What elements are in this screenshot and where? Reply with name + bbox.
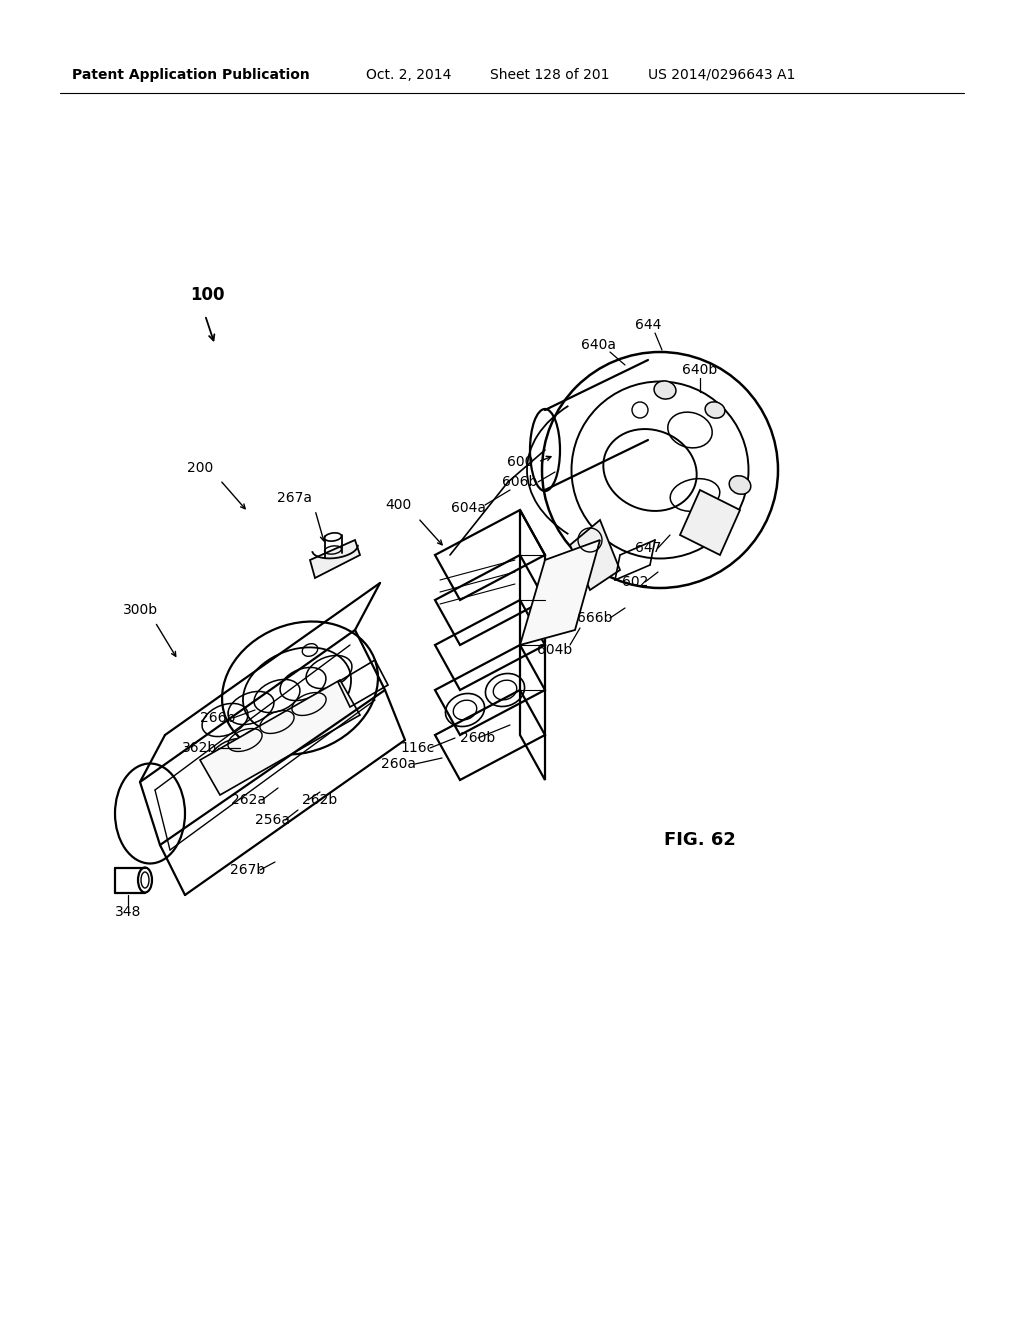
Text: 300b: 300b <box>123 603 158 616</box>
Polygon shape <box>200 680 360 795</box>
Text: 602: 602 <box>622 576 648 589</box>
Polygon shape <box>570 520 620 590</box>
Ellipse shape <box>654 381 676 399</box>
Ellipse shape <box>729 475 751 494</box>
Text: 362b: 362b <box>182 741 218 755</box>
Text: Sheet 128 of 201: Sheet 128 of 201 <box>490 69 609 82</box>
Text: Patent Application Publication: Patent Application Publication <box>72 69 309 82</box>
Text: 400: 400 <box>385 498 411 512</box>
Text: 647: 647 <box>635 541 662 554</box>
Text: 116c: 116c <box>400 741 435 755</box>
Polygon shape <box>520 540 600 645</box>
Text: 260b: 260b <box>461 731 496 744</box>
Ellipse shape <box>706 401 725 418</box>
Polygon shape <box>310 540 360 578</box>
Text: 267b: 267b <box>230 863 265 876</box>
Text: 666b: 666b <box>578 611 612 624</box>
Text: 260a: 260a <box>381 756 416 771</box>
Text: 262a: 262a <box>230 793 265 807</box>
Text: US 2014/0296643 A1: US 2014/0296643 A1 <box>648 69 796 82</box>
Text: 600: 600 <box>507 455 534 469</box>
Text: 640b: 640b <box>682 363 718 378</box>
Text: 644: 644 <box>635 318 662 333</box>
Text: FIG. 62: FIG. 62 <box>664 832 736 849</box>
Text: 256a: 256a <box>255 813 290 828</box>
Text: 100: 100 <box>190 286 224 304</box>
Text: 604b: 604b <box>538 643 572 657</box>
Polygon shape <box>680 490 740 554</box>
Text: 267a: 267a <box>278 491 312 506</box>
Text: 262b: 262b <box>302 793 338 807</box>
Text: 606b: 606b <box>503 475 538 488</box>
Text: 200: 200 <box>186 461 213 475</box>
Text: Oct. 2, 2014: Oct. 2, 2014 <box>366 69 452 82</box>
Text: 604a: 604a <box>451 502 485 515</box>
Text: 348: 348 <box>115 906 141 919</box>
Text: 640a: 640a <box>581 338 615 352</box>
Text: 266b: 266b <box>201 711 236 725</box>
